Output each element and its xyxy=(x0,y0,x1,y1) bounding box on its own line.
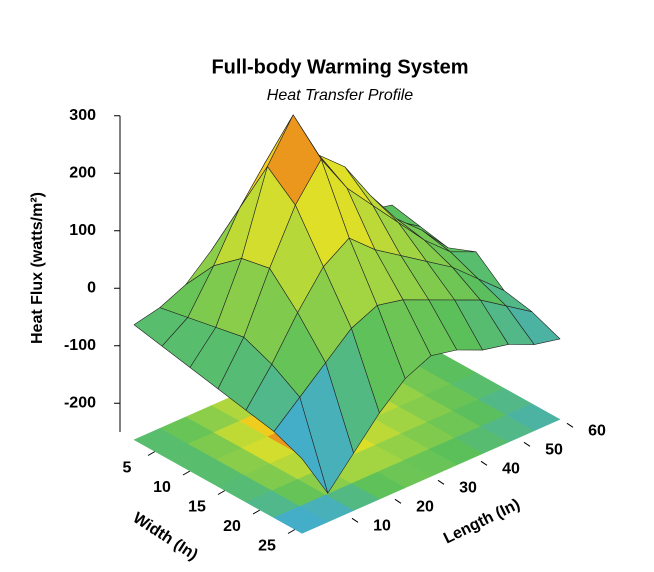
y-tick xyxy=(147,451,156,456)
y-tick xyxy=(252,509,261,515)
x-tick-label: 50 xyxy=(545,442,563,459)
y-tick-label: 10 xyxy=(153,479,171,496)
y-tick xyxy=(217,490,226,495)
y-tick-label: 20 xyxy=(223,518,241,535)
z-axis-label: Heat Flux (watts/m²) xyxy=(29,192,46,344)
x-axis-label: Length (In) xyxy=(441,496,523,548)
surface-cell xyxy=(273,396,329,494)
y-tick xyxy=(182,470,191,476)
z-tick-label: 100 xyxy=(69,222,96,239)
x-tick xyxy=(437,479,445,485)
x-tick xyxy=(566,422,574,428)
y-tick-label: 5 xyxy=(123,460,132,477)
z-tick-label: 200 xyxy=(69,164,96,181)
z-tick-label: 0 xyxy=(87,279,96,296)
x-tick xyxy=(523,441,531,447)
z-tick-label: 300 xyxy=(69,107,96,124)
x-tick-label: 60 xyxy=(588,423,606,440)
y-tick-label: 25 xyxy=(258,538,276,555)
x-tick-label: 20 xyxy=(416,499,434,516)
floor-cell xyxy=(273,506,329,534)
x-tick-label: 30 xyxy=(459,480,477,497)
x-tick xyxy=(480,460,488,466)
chart-title: Full-body Warming System xyxy=(211,56,468,78)
chart-subtitle: Heat Transfer Profile xyxy=(267,87,414,104)
y-tick xyxy=(287,529,296,534)
x-tick xyxy=(394,498,402,504)
x-tick xyxy=(351,517,359,523)
x-tick-label: 10 xyxy=(373,518,391,535)
z-tick-label: -100 xyxy=(64,337,96,354)
z-tick-label: -200 xyxy=(64,394,96,411)
y-tick-label: 15 xyxy=(188,499,206,516)
x-tick-label: 40 xyxy=(502,461,520,478)
y-axis-label: Width (In) xyxy=(130,510,201,564)
